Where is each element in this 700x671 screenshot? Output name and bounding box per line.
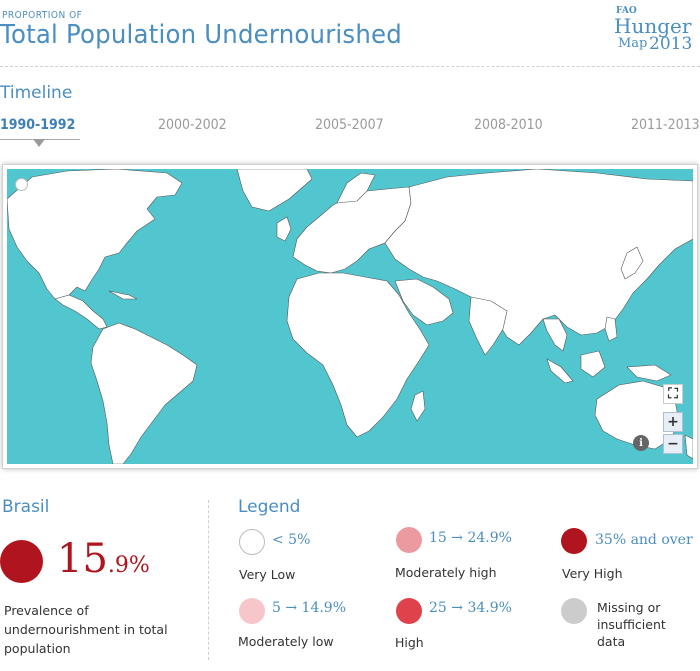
land-japan [620, 246, 644, 280]
timeline-item-2008-2010[interactable]: 2008-2010 [474, 117, 543, 133]
country-description: Prevalence of undernourishment in total … [4, 603, 168, 656]
fao-hunger-map-logo: FAO Hunger Map 2013 [614, 4, 694, 54]
page-title: Total Population Undernourished [0, 20, 402, 50]
map-canvas[interactable]: ⛶ + − i [7, 169, 693, 464]
land-central-america [54, 294, 108, 330]
legend-title: Legend [238, 497, 301, 517]
zoom-in-button[interactable]: + [663, 412, 683, 432]
world-map-svg [7, 169, 693, 464]
country-name: Brasil [2, 497, 50, 517]
logo-year: 2013 [649, 34, 693, 54]
land-madagascar [410, 390, 426, 422]
world-map[interactable]: ⛶ + − i [2, 164, 698, 469]
land-scandinavia [336, 172, 376, 204]
legend-label-moderately-low: Moderately low [238, 634, 334, 649]
country-value-decimal: .9% [107, 553, 150, 578]
legend-range-moderately-low: 5 → 14.9% [272, 600, 347, 616]
land-philippines [604, 316, 618, 342]
legend-label-very-low: Very Low [239, 567, 296, 582]
header-divider [0, 66, 700, 67]
legend-swatch-moderately-high [396, 527, 422, 553]
land-india [468, 296, 508, 356]
legend-range-high: 25 → 34.9% [429, 600, 512, 616]
land-uk [276, 216, 292, 242]
land-greenland [236, 169, 313, 212]
panel-divider [208, 500, 209, 660]
legend-swatch-moderately-low [239, 598, 265, 624]
legend-label-very-high: Very High [562, 566, 623, 581]
legend-swatch-very-low [239, 529, 265, 555]
land-north-america [7, 169, 183, 300]
zoom-out-button[interactable]: − [663, 434, 683, 454]
legend-swatch-high [396, 598, 422, 624]
country-value-integer: 15 [57, 536, 108, 582]
fullscreen-icon[interactable]: ⛶ [663, 384, 683, 404]
country-value: 15.9% [57, 536, 150, 582]
land-new-zealand [684, 434, 693, 460]
logo-map: Map [618, 36, 648, 51]
map-layer-radio[interactable] [15, 178, 28, 191]
legend-label-moderately-high: Moderately high [395, 565, 497, 580]
timeline-item-2011-2013[interactable]: 2011-2013 [631, 117, 700, 133]
legend-swatch-very-high [561, 528, 587, 554]
timeline-pointer-icon [33, 139, 45, 147]
land-new-guinea [626, 364, 672, 382]
land-sumatra [546, 358, 574, 384]
logo-fao: FAO [616, 6, 637, 16]
timeline-item-2005-2007[interactable]: 2005-2007 [315, 117, 384, 133]
country-status-dot [0, 540, 43, 583]
legend-range-moderately-high: 15 → 24.9% [429, 530, 512, 546]
legend-label-high: High [395, 635, 424, 650]
info-icon[interactable]: i [633, 435, 649, 451]
header-kicker: PROPORTION OF [2, 10, 83, 21]
legend-range-very-low: < 5% [272, 532, 311, 548]
land-south-america [90, 322, 198, 464]
land-indochina [542, 318, 568, 352]
land-borneo [580, 350, 606, 378]
land-africa [286, 272, 430, 438]
timeline-item-2000-2002[interactable]: 2000-2002 [158, 117, 227, 133]
legend-swatch-missing [561, 598, 587, 624]
legend-range-very-high: 35% and over [595, 532, 693, 548]
timeline-item-1990-1992[interactable]: 1990-1992 [0, 117, 76, 133]
legend-label-missing: Missing or insufficient data [597, 600, 666, 649]
land-asia [384, 169, 693, 346]
land-cuba [108, 290, 138, 300]
land-arabia [394, 278, 454, 326]
timeline-label: Timeline [0, 83, 73, 103]
logo-hunger: Hunger [614, 14, 692, 38]
